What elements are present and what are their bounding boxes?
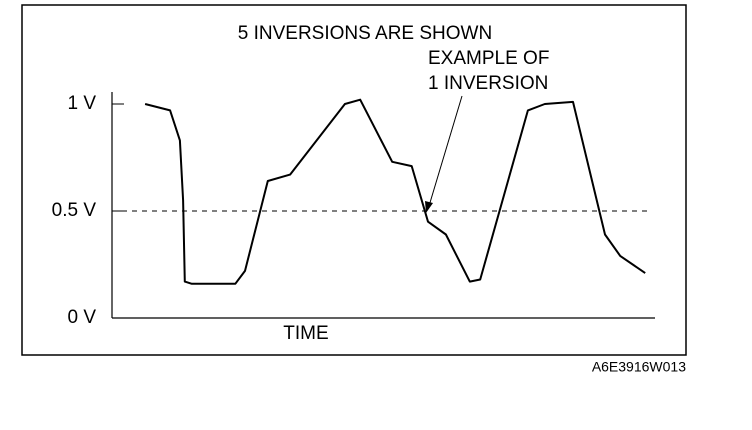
caption: A6E3916W013 — [592, 359, 686, 375]
chart-title: 5 INVERSIONS ARE SHOWN — [238, 23, 492, 44]
y-tick-label: 0 V — [67, 307, 96, 328]
y-tick-label: 1 V — [67, 93, 96, 114]
annotation-arrow — [428, 95, 463, 207]
y-tick-label: 0.5 V — [52, 200, 97, 221]
annotation: 1 INVERSION — [428, 73, 548, 94]
frame — [21, 4, 687, 356]
annotation: EXAMPLE OF — [428, 48, 549, 69]
voltage-line — [144, 98, 646, 285]
x-axis-label: TIME — [283, 323, 328, 344]
arrow-head — [425, 201, 433, 213]
